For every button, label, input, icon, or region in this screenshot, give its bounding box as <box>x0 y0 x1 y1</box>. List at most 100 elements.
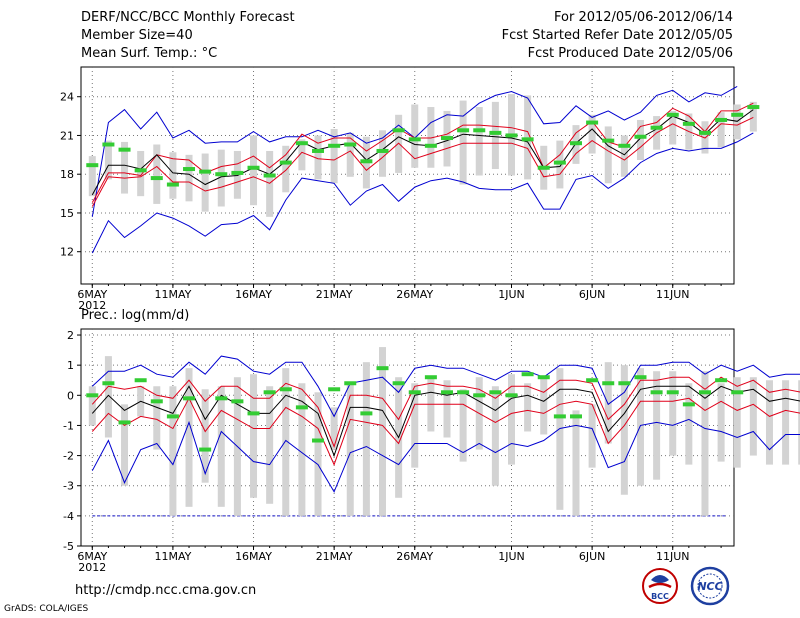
obs-marker <box>731 390 744 395</box>
fcst-produced-date: Fcst Produced Date 2012/05/06 <box>527 46 733 61</box>
max-line <box>91 355 800 418</box>
member-size: Member Size=40 <box>81 28 193 43</box>
obs-marker <box>650 390 663 395</box>
spread-bar <box>250 374 258 498</box>
spread-bar <box>169 386 177 516</box>
spread-bar <box>427 107 435 168</box>
spread-bar <box>121 404 129 486</box>
spread-bar <box>443 380 451 438</box>
obs-marker <box>134 378 147 383</box>
obs-marker <box>118 420 131 425</box>
lower-line <box>91 116 754 207</box>
min-line <box>91 418 800 493</box>
obs-marker <box>586 120 599 125</box>
y-tick-label: -3 <box>63 480 74 493</box>
x-tick-label: 21MAY <box>316 550 353 563</box>
obs-marker <box>328 387 341 392</box>
plot-frame <box>80 66 735 285</box>
fcst-started-date: Fcst Started Refer Date 2012/05/05 <box>501 28 733 43</box>
spread-bar <box>620 135 628 177</box>
obs-marker <box>602 138 615 143</box>
y-tick-label: 1 <box>67 359 74 372</box>
obs-marker <box>295 405 308 410</box>
y-tick-label: 21 <box>60 129 74 142</box>
obs-marker <box>634 134 647 139</box>
obs-marker <box>521 372 534 377</box>
x-tick-year: 2012 <box>78 299 106 312</box>
obs-marker <box>537 375 550 380</box>
spread-bar <box>540 377 548 435</box>
obs-marker <box>666 112 679 117</box>
spread-bar <box>185 154 193 202</box>
obs-marker <box>86 393 99 398</box>
obs-marker <box>215 172 228 177</box>
obs-marker <box>441 136 454 141</box>
obs-marker <box>392 128 405 133</box>
obs-marker <box>553 414 566 419</box>
y-tick-label: -5 <box>63 540 74 553</box>
spread-bar <box>411 104 419 168</box>
spread-bar <box>459 389 467 462</box>
spread-bar <box>250 135 258 206</box>
obs-marker <box>682 121 695 126</box>
obs-marker <box>263 390 276 395</box>
obs-marker <box>441 390 454 395</box>
spread-bar <box>379 347 387 516</box>
obs-marker <box>521 137 534 142</box>
ncc-logo: NCC <box>690 566 730 606</box>
obs-marker <box>312 438 325 443</box>
spread-bar <box>653 371 661 480</box>
spread-bar <box>491 386 499 486</box>
obs-marker <box>231 399 244 404</box>
obs-marker <box>102 142 115 147</box>
obs-marker <box>698 390 711 395</box>
obs-marker <box>424 143 437 148</box>
obs-marker <box>328 143 341 148</box>
obs-marker <box>134 168 147 173</box>
obs-marker <box>553 160 566 165</box>
spread-bar <box>620 365 628 495</box>
spread-bar <box>217 386 225 507</box>
spread-bar <box>121 141 129 194</box>
spread-bar <box>491 101 499 170</box>
x-tick-label: 6JUN <box>579 288 606 301</box>
obs-marker <box>408 390 421 395</box>
spread-bar <box>201 153 209 212</box>
obs-marker <box>505 133 518 138</box>
x-tick-label: 1JUN <box>498 288 525 301</box>
obs-marker <box>618 143 631 148</box>
obs-marker <box>569 141 582 146</box>
spread-bar <box>104 356 112 438</box>
spread-bar <box>588 114 596 154</box>
y-tick-label: -1 <box>63 419 74 432</box>
obs-marker <box>199 447 212 452</box>
obs-marker <box>312 148 325 153</box>
x-tick-label: 16MAY <box>235 288 272 301</box>
temp-variable-label: Mean Surf. Temp.: °C <box>81 46 218 61</box>
spread-bar <box>524 383 532 432</box>
obs-marker <box>505 393 518 398</box>
spread-bar <box>153 386 161 450</box>
spread-bar <box>717 112 725 148</box>
grads-credit: GrADS: COLA/IGES <box>4 604 89 614</box>
y-tick-label: -2 <box>63 450 74 463</box>
spread-bar <box>169 152 177 199</box>
obs-marker <box>457 390 470 395</box>
spread-bar <box>185 368 193 507</box>
obs-marker <box>166 414 179 419</box>
obs-marker <box>569 414 582 419</box>
ncc-logo-text: NCC <box>697 580 722 593</box>
forecast-period: For 2012/05/06-2012/06/14 <box>554 10 733 25</box>
spread-bar <box>266 386 274 504</box>
obs-marker <box>150 399 163 404</box>
obs-marker <box>602 381 615 386</box>
obs-marker <box>489 390 502 395</box>
obs-marker <box>86 163 99 168</box>
obs-marker <box>731 112 744 117</box>
obs-marker <box>295 141 308 146</box>
spread-bar <box>282 368 290 516</box>
spread-bar <box>636 368 644 486</box>
obs-marker <box>634 375 647 380</box>
obs-marker <box>360 159 373 164</box>
source-url[interactable]: http://cmdp.ncc.cma.gov.cn <box>75 583 257 598</box>
